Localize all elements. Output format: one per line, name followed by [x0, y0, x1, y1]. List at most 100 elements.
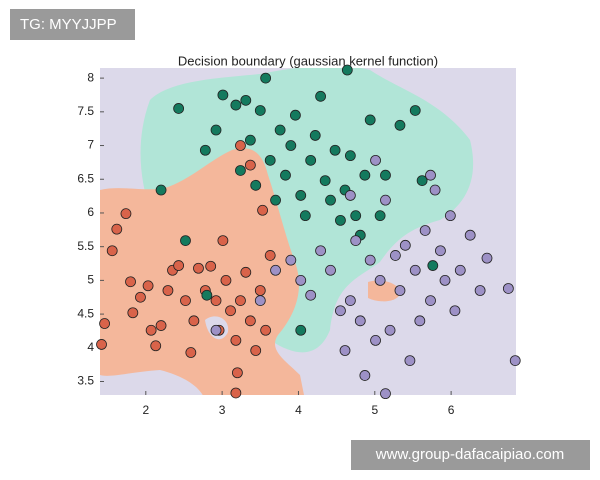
point	[173, 260, 185, 271]
point	[439, 274, 451, 286]
point	[435, 245, 446, 257]
x-tick-label: 5	[371, 403, 378, 417]
point	[254, 295, 266, 307]
point	[305, 289, 317, 301]
point	[201, 289, 213, 301]
watermark: TG: MYYJJPP	[20, 16, 117, 33]
watermark-box	[10, 9, 135, 40]
point	[329, 144, 341, 156]
point	[315, 245, 326, 257]
x-tick-label: 2	[142, 403, 149, 417]
point	[155, 184, 167, 196]
point	[344, 190, 356, 201]
point	[244, 134, 256, 146]
point	[290, 109, 301, 121]
point	[414, 315, 426, 327]
point	[404, 355, 416, 367]
point	[180, 235, 191, 247]
point	[315, 90, 326, 102]
point	[235, 165, 246, 176]
point	[384, 324, 396, 336]
point	[217, 89, 229, 101]
point	[374, 210, 386, 222]
point	[350, 235, 362, 247]
point	[230, 387, 242, 399]
point	[260, 72, 272, 84]
point	[295, 324, 307, 336]
point	[135, 291, 146, 303]
point	[354, 315, 366, 327]
point	[127, 307, 139, 319]
point	[509, 355, 521, 367]
point	[173, 103, 185, 114]
point	[106, 245, 118, 257]
point	[429, 184, 441, 196]
point	[344, 150, 356, 162]
watermark-box	[351, 440, 590, 470]
y-tick-label: 5.5	[77, 239, 94, 253]
point	[325, 194, 336, 206]
point	[295, 190, 307, 201]
point	[350, 210, 362, 222]
point	[193, 262, 204, 274]
point	[162, 285, 174, 296]
point	[454, 264, 466, 276]
point	[230, 99, 242, 111]
point	[225, 305, 236, 317]
point	[285, 140, 297, 151]
point	[145, 324, 157, 336]
point	[335, 305, 346, 317]
point	[319, 175, 331, 186]
point	[264, 154, 276, 166]
point	[220, 274, 232, 286]
x-tick-label: 6	[448, 403, 455, 417]
point	[280, 169, 291, 181]
point	[250, 179, 262, 191]
point	[325, 264, 336, 276]
point	[295, 274, 307, 286]
point	[199, 144, 211, 156]
point	[235, 140, 246, 151]
point	[359, 370, 371, 381]
point	[217, 235, 229, 247]
point	[240, 266, 252, 278]
point	[339, 345, 351, 356]
y-tick-label: 7	[87, 138, 94, 152]
point	[185, 347, 197, 358]
point	[231, 367, 243, 379]
point	[257, 204, 268, 216]
point	[142, 280, 154, 292]
point	[205, 260, 217, 272]
point	[111, 223, 123, 235]
y-tick-label: 6.5	[77, 171, 94, 185]
point	[409, 105, 421, 116]
point	[341, 64, 353, 76]
point	[210, 295, 222, 307]
point	[364, 114, 376, 126]
point	[299, 210, 311, 222]
point	[254, 285, 266, 296]
point	[474, 285, 486, 296]
y-tick-label: 7.5	[77, 104, 94, 118]
y-tick-label: 8	[87, 70, 94, 84]
point	[449, 305, 461, 317]
point	[210, 124, 222, 136]
point	[305, 154, 317, 166]
x-tick-label: 4	[295, 403, 302, 417]
point	[155, 320, 167, 331]
point	[399, 239, 411, 251]
point	[244, 315, 256, 327]
region-orange	[368, 280, 400, 302]
point	[99, 318, 110, 329]
point	[380, 194, 391, 206]
point	[370, 334, 381, 346]
point	[427, 260, 439, 271]
y-tick-label: 6	[87, 205, 94, 219]
point	[210, 324, 222, 336]
point	[270, 264, 281, 276]
chart-title: Decision boundary (gaussian kernel funct…	[178, 53, 438, 68]
point	[425, 169, 436, 181]
point	[254, 105, 266, 116]
y-tick-label: 4	[87, 340, 94, 354]
y-tick-label: 3.5	[77, 374, 94, 388]
